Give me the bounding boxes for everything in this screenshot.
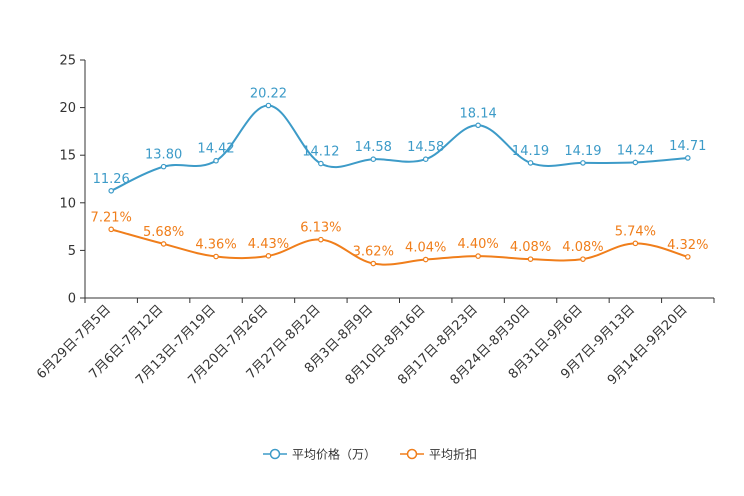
data-label: 13.80 <box>145 148 182 163</box>
data-point[interactable] <box>580 256 586 262</box>
y-tick-label: 5 <box>68 244 76 259</box>
data-label: 7.21% <box>91 210 132 225</box>
data-point[interactable] <box>370 156 377 162</box>
data-label: 18.14 <box>460 106 497 121</box>
data-point[interactable] <box>527 256 534 262</box>
data-label: 14.19 <box>564 144 601 159</box>
data-point[interactable] <box>684 254 691 260</box>
y-tick-label: 15 <box>59 149 76 164</box>
data-point[interactable] <box>108 188 115 194</box>
data-label: 6.13% <box>300 221 341 236</box>
y-tick-label: 20 <box>59 101 76 116</box>
data-label: 14.71 <box>669 139 706 154</box>
data-point[interactable] <box>265 102 272 109</box>
data-point[interactable] <box>632 240 639 247</box>
legend-swatch-marker[interactable] <box>269 448 281 460</box>
legend-label[interactable]: 平均折扣 <box>429 447 477 462</box>
data-point[interactable] <box>580 160 586 166</box>
data-label: 14.42 <box>197 142 234 157</box>
data-point[interactable] <box>160 241 167 247</box>
data-label: 5.68% <box>143 225 184 240</box>
data-label: 4.40% <box>457 237 498 252</box>
data-label: 4.43% <box>248 237 289 252</box>
data-label: 20.22 <box>250 87 287 102</box>
data-label: 4.36% <box>195 237 236 252</box>
data-point[interactable] <box>370 260 377 267</box>
data-label: 14.19 <box>512 144 549 159</box>
data-point[interactable] <box>213 157 219 164</box>
data-point[interactable] <box>108 226 115 233</box>
data-point[interactable] <box>160 163 167 170</box>
series-line-1 <box>110 228 689 266</box>
data-point[interactable] <box>422 256 429 263</box>
legend-swatch-marker[interactable] <box>406 448 418 460</box>
data-point[interactable] <box>213 253 219 260</box>
data-label: 11.26 <box>93 172 130 187</box>
data-point[interactable] <box>318 236 324 243</box>
data-label: 4.08% <box>562 240 603 255</box>
data-point[interactable] <box>422 156 429 162</box>
data-label: 14.24 <box>617 143 654 158</box>
data-point[interactable] <box>265 253 272 259</box>
data-label: 14.58 <box>355 140 392 155</box>
data-label: 4.08% <box>510 240 551 255</box>
legend-label[interactable]: 平均价格（万） <box>292 447 376 462</box>
data-label: 3.62% <box>353 245 394 260</box>
data-label: 14.58 <box>407 140 444 155</box>
data-label: 4.32% <box>667 238 708 253</box>
data-point[interactable] <box>527 160 534 166</box>
data-point[interactable] <box>684 155 691 161</box>
data-point[interactable] <box>632 159 639 166</box>
data-label: 5.74% <box>615 224 656 239</box>
data-label: 14.12 <box>302 145 339 160</box>
y-tick-label: 25 <box>59 54 76 69</box>
data-point[interactable] <box>475 122 481 129</box>
data-point[interactable] <box>475 253 481 259</box>
data-label: 4.04% <box>405 241 446 256</box>
data-point[interactable] <box>318 160 324 167</box>
y-tick-label: 0 <box>68 292 76 307</box>
y-tick-label: 10 <box>59 196 76 211</box>
